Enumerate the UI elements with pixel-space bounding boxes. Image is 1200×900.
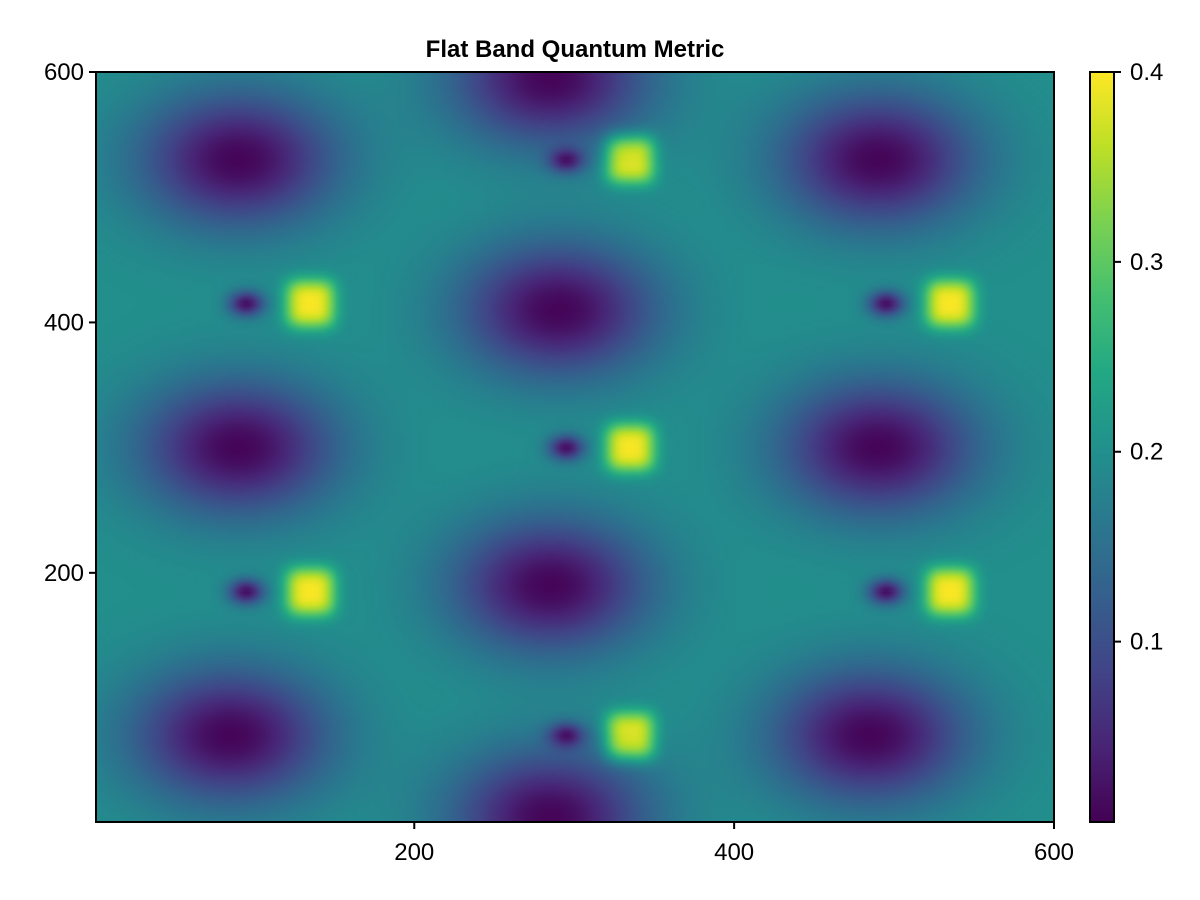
y-tick-label: 600 [44, 59, 84, 86]
x-tick-label: 400 [714, 839, 754, 866]
x-tick-label: 600 [1034, 839, 1074, 866]
heatmap-area [96, 72, 1054, 822]
plot-frame [95, 71, 1055, 823]
colorbar-tick-label: 0.1 [1130, 629, 1163, 656]
colorbar-tick-label: 0.2 [1130, 439, 1163, 466]
x-axis: 200 400 600 [394, 822, 1074, 866]
colorbar-tick-label: 0.4 [1130, 59, 1163, 86]
colorbar [1089, 71, 1115, 823]
colorbar-axis: 0.1 0.2 0.3 0.4 [1114, 59, 1163, 656]
y-tick-label: 200 [44, 560, 84, 587]
y-axis: 200 400 600 [44, 59, 96, 587]
y-tick-label: 400 [44, 309, 84, 336]
chart-title: Flat Band Quantum Metric [426, 36, 725, 63]
x-tick-label: 200 [394, 839, 434, 866]
colorbar-tick-label: 0.3 [1130, 249, 1163, 276]
